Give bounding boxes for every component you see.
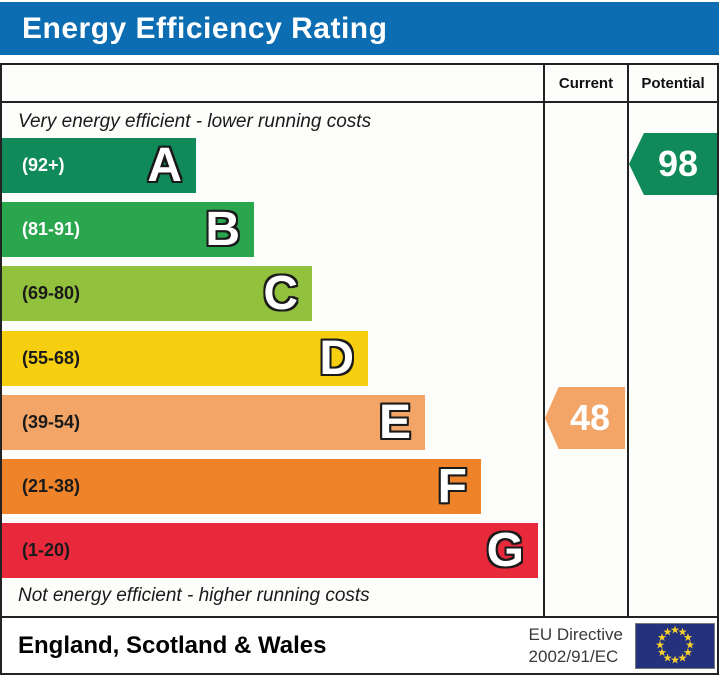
band-a-letter: A xyxy=(147,138,182,192)
band-a-range: (92+) xyxy=(22,155,65,175)
eu-flag-icon: ★ ★ ★ ★ ★ ★ ★ ★ ★ ★ ★ ★ xyxy=(635,622,715,669)
current-rating-arrow: 48 xyxy=(545,387,625,449)
top-note: Very energy efficient - lower running co… xyxy=(18,111,372,132)
band-c-letter: C xyxy=(263,266,298,320)
band-b-letter: B xyxy=(205,202,240,256)
band-g: (1-20) G xyxy=(2,523,538,578)
region-label: England, Scotland & Wales xyxy=(18,631,327,659)
column-header-current: Current xyxy=(558,74,614,92)
band-e: (39-54) E xyxy=(2,395,425,450)
band-d-letter: D xyxy=(319,331,354,385)
band-f-range: (21-38) xyxy=(22,476,81,496)
eu-star-icon: ★ xyxy=(662,651,673,664)
eu-star-icon: ★ xyxy=(670,654,680,666)
potential-rating-arrow: 98 xyxy=(629,133,717,195)
band-d-range: (55-68) xyxy=(22,348,81,368)
eu-star-icon: ★ xyxy=(657,646,667,659)
bottom-note: Not energy efficient - higher running co… xyxy=(18,585,370,606)
band-f-letter: F xyxy=(437,459,467,513)
footer: England, Scotland & Wales EU Directive 2… xyxy=(0,618,719,675)
eu-star-icon: ★ xyxy=(662,626,673,639)
eu-directive-line2: 2002/91/EC xyxy=(528,646,619,666)
band-e-range: (39-54) xyxy=(22,412,81,432)
eu-star-icon: ★ xyxy=(683,646,693,659)
eu-star-icon: ★ xyxy=(657,631,667,644)
band-g-letter: G xyxy=(486,523,524,577)
band-a: (92+) A xyxy=(2,138,196,193)
eu-star-icon: ★ xyxy=(655,639,665,651)
energy-rating-chart: Current Potential Very energy efficient … xyxy=(0,63,719,618)
band-d: (55-68) D xyxy=(2,331,368,386)
eu-directive-line1: EU Directive xyxy=(528,625,623,645)
column-divider-current xyxy=(543,65,545,616)
band-c: (69-80) C xyxy=(2,266,312,321)
eu-star-icon: ★ xyxy=(670,624,680,636)
header-divider xyxy=(2,101,717,103)
eu-star-icon: ★ xyxy=(685,639,695,651)
band-g-range: (1-20) xyxy=(22,540,71,560)
title-bar: Energy Efficiency Rating xyxy=(0,2,719,55)
eu-star-icon: ★ xyxy=(683,631,693,644)
column-divider-potential xyxy=(627,65,629,616)
band-e-letter: E xyxy=(378,395,411,449)
eu-directive-label: EU Directive 2002/91/EC xyxy=(529,624,623,667)
band-b-range: (81-91) xyxy=(22,219,81,239)
eu-star-icon: ★ xyxy=(677,626,688,639)
band-b: (81-91) B xyxy=(2,202,254,257)
band-f: (21-38) F xyxy=(2,459,481,514)
band-c-range: (69-80) xyxy=(22,283,81,303)
eu-star-icon: ★ xyxy=(677,651,688,664)
column-header-potential: Potential xyxy=(641,74,705,92)
page-title: Energy Efficiency Rating xyxy=(22,11,388,45)
footer-right: EU Directive 2002/91/EC ★ ★ ★ ★ ★ ★ ★ ★ ★ ★ ★ ★ xyxy=(529,622,717,669)
